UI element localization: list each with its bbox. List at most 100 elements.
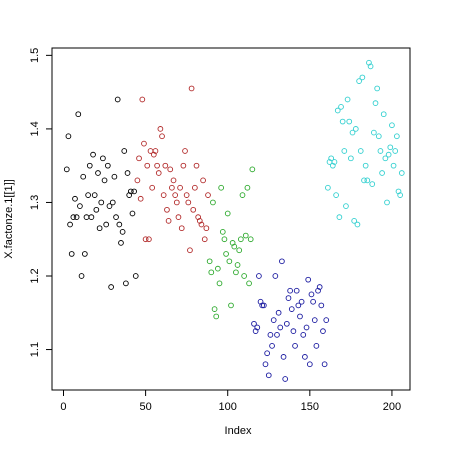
point <box>239 192 246 198</box>
point <box>247 236 254 243</box>
point <box>173 199 180 206</box>
point <box>210 199 216 206</box>
point <box>200 177 206 184</box>
point <box>352 126 359 132</box>
point <box>183 192 190 198</box>
point <box>104 162 111 169</box>
point <box>118 240 124 246</box>
point <box>162 162 169 169</box>
point <box>85 192 91 198</box>
point <box>382 155 389 162</box>
point <box>198 221 205 228</box>
point <box>175 214 182 221</box>
point <box>73 214 80 221</box>
point <box>219 229 226 235</box>
point <box>142 236 149 243</box>
point <box>144 162 151 169</box>
point <box>93 206 100 213</box>
point <box>300 331 307 338</box>
point <box>109 199 116 206</box>
point <box>387 144 394 151</box>
point <box>70 214 77 221</box>
point <box>306 361 313 368</box>
point <box>331 159 338 165</box>
point <box>90 151 96 158</box>
point <box>297 313 303 320</box>
point <box>398 170 405 176</box>
point <box>292 343 298 349</box>
point <box>180 162 187 169</box>
point <box>216 280 223 287</box>
point <box>146 236 152 243</box>
point <box>238 236 244 243</box>
point <box>226 258 233 265</box>
point <box>359 74 366 81</box>
point <box>165 217 172 224</box>
point <box>379 170 385 176</box>
point <box>65 133 72 140</box>
point <box>178 225 185 232</box>
point <box>290 328 297 335</box>
point <box>242 232 249 239</box>
point <box>213 313 220 320</box>
point <box>63 166 70 173</box>
point <box>77 203 83 209</box>
point <box>221 236 228 243</box>
point <box>277 324 284 331</box>
point <box>160 192 167 198</box>
point <box>157 126 164 132</box>
y-axis-label: X.factonze.1[[1]] <box>3 179 15 259</box>
point <box>275 309 282 316</box>
point <box>98 199 105 206</box>
point <box>356 78 362 84</box>
point <box>285 295 292 301</box>
point <box>338 103 344 110</box>
point <box>208 269 215 276</box>
point <box>374 85 381 92</box>
point <box>114 96 121 103</box>
point <box>111 173 118 180</box>
point <box>397 192 403 198</box>
point <box>357 148 364 154</box>
point <box>80 173 87 180</box>
point <box>346 118 353 125</box>
point <box>139 96 146 103</box>
point <box>259 302 266 309</box>
point <box>288 306 295 312</box>
point <box>392 148 399 154</box>
point <box>302 354 308 360</box>
point <box>234 262 241 268</box>
point <box>68 251 75 257</box>
point <box>124 170 131 176</box>
point <box>313 343 320 349</box>
point <box>172 192 179 198</box>
point <box>308 291 315 298</box>
point <box>282 376 289 382</box>
point <box>188 85 195 92</box>
point <box>167 166 174 173</box>
point <box>101 177 108 184</box>
point <box>380 111 387 118</box>
y-tick-label: 1.5 <box>29 48 41 63</box>
point <box>96 225 103 232</box>
point <box>190 206 197 213</box>
point <box>372 100 379 107</box>
point <box>155 170 162 176</box>
point <box>170 177 177 184</box>
point <box>262 361 269 368</box>
point <box>123 280 129 287</box>
point <box>236 247 243 254</box>
point <box>91 192 98 198</box>
point <box>274 331 280 338</box>
point <box>246 280 252 287</box>
point <box>131 188 137 195</box>
point <box>336 214 343 221</box>
point <box>303 324 310 331</box>
point <box>298 298 305 305</box>
point <box>241 273 247 279</box>
point <box>375 133 382 140</box>
point <box>134 177 141 184</box>
point <box>323 317 330 323</box>
point <box>83 214 90 221</box>
